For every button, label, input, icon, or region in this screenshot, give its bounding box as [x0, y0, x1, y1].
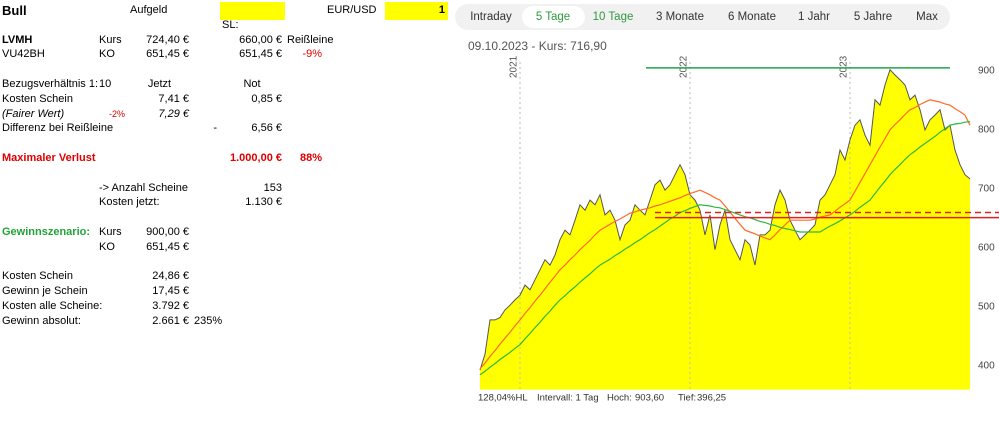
highlight-cell	[220, 2, 285, 20]
sheet-cell: 7,29 €	[158, 107, 189, 120]
sheet-cell: Bezugsverhältnis 1:	[2, 78, 98, 90]
sheet-cell: 153	[263, 181, 282, 194]
spreadsheet: Bull Aufgeld EUR/USD 1 SL: LVMH Kurs 724,40 € 66…	[0, 0, 450, 428]
sheet-cell: 1	[438, 4, 445, 16]
sheet-cell: 17,45 €	[152, 285, 189, 298]
y-tick-label: 600	[978, 243, 995, 254]
sheet-cell: Kosten Schein	[2, 92, 73, 105]
sheet-cell: Kurs	[99, 33, 122, 46]
sheet-cell: 3.792 €	[152, 300, 189, 312]
sheet-cell: (Fairer Wert)	[2, 107, 65, 120]
sheet-cell: 724,40 €	[146, 33, 189, 46]
sheet-cell: -2%	[108, 108, 125, 119]
footer-text: Intervall: 1 Tag	[537, 393, 599, 404]
y-tick-label: 400	[978, 361, 995, 372]
sheet-cell: 6,56 €	[251, 122, 282, 135]
tab[interactable]: 5 Jahre	[854, 11, 892, 23]
tab[interactable]: 1 Jahr	[798, 11, 830, 23]
tab[interactable]: 10 Tage	[593, 11, 634, 23]
year-label: 2021	[509, 55, 520, 78]
moving-average	[479, 99, 971, 370]
highlight-cell	[385, 2, 448, 20]
sheet-cell: 10	[99, 78, 112, 90]
sheet-cell: 24,86 €	[152, 270, 189, 283]
sheet-cell: Maximaler Verlust	[2, 152, 96, 164]
footer-text: 903,60	[635, 393, 664, 404]
year-label: 2023	[839, 55, 850, 78]
sheet-cell: 1.130 €	[245, 196, 282, 209]
tab[interactable]: 3 Monate	[656, 11, 704, 23]
sheet-cell: 88%	[299, 152, 322, 164]
footer-text: Tief:	[678, 393, 696, 404]
sheet-cell: -	[213, 122, 217, 135]
sheet-cell: LVMH	[2, 33, 33, 46]
tab[interactable]: Intraday	[470, 11, 512, 23]
sheet-cell: 651,45 €	[146, 240, 189, 253]
footer-text: Hoch:	[607, 393, 632, 404]
sheet-cell: 651,45 €	[239, 48, 282, 61]
sheet-cell: 1.000,00 €	[230, 152, 282, 164]
sheet-cell: KO	[99, 240, 115, 253]
y-tick-label: 700	[978, 184, 995, 195]
sheet-cell: SL:	[222, 18, 239, 31]
footer-text: 396,25	[697, 393, 726, 404]
sheet-cell: EUR/USD	[327, 4, 377, 16]
sheet-cell: 235%	[194, 314, 223, 327]
sheet-cell: Gewinn je Schein	[2, 285, 88, 298]
footer-text: 128,04%HL	[478, 393, 528, 404]
sheet-cell: VU42BH	[2, 48, 45, 61]
sheet-cell: -9%	[302, 48, 322, 61]
tab[interactable]: Max	[916, 11, 938, 23]
chart-header: 09.10.2023 - Kurs: 716,90	[468, 39, 607, 53]
sheet-cell: KO	[99, 48, 115, 61]
moving-average	[479, 121, 971, 376]
selected-tab-bg	[522, 6, 585, 28]
sheet-cell: Differenz bei Reißleine	[2, 122, 114, 135]
sheet-cell: 651,45 €	[146, 48, 189, 61]
tab[interactable]: 5 Tage	[536, 11, 570, 23]
y-tick-label: 500	[978, 302, 995, 313]
sheet-cell: Gewinn absolut:	[2, 314, 81, 327]
y-tick-label: 900	[978, 65, 995, 76]
sheet-cell: Jetzt	[147, 78, 172, 90]
tab[interactable]: 6 Monate	[728, 11, 776, 23]
sheet-cell: 0,85 €	[251, 92, 282, 105]
price-area	[480, 69, 970, 390]
year-label: 2022	[679, 55, 690, 78]
sheet-cell: 900,00 €	[146, 226, 189, 238]
sheet-cell: Not	[243, 78, 261, 90]
y-tick-label: 800	[978, 125, 995, 136]
sheet-cell: Kosten alle Scheine:	[2, 300, 103, 312]
sheet-cell: Aufgeld	[130, 4, 168, 16]
sheet-cell: Reißleine	[287, 33, 334, 46]
sheet-cell: 660,00 €	[239, 33, 282, 46]
sheet-cell: 7,41 €	[158, 92, 189, 105]
sheet-cell: Bull	[2, 3, 27, 18]
sheet-cell: 2.661 €	[152, 314, 189, 327]
sheet-cell: Gewinnszenario:	[2, 226, 91, 238]
sheet-cell: Kurs	[99, 226, 122, 238]
sheet-cell: Kosten Schein	[2, 270, 73, 283]
